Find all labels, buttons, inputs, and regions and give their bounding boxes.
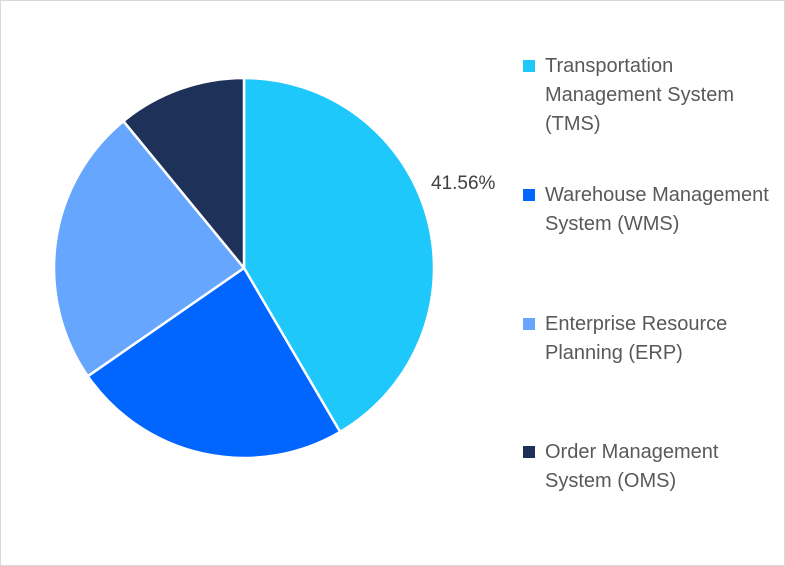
pie-slices: [52, 76, 436, 460]
legend-swatch-oms: [523, 446, 535, 458]
pie-slice-erp: [52, 119, 246, 378]
legend-label-tms: Transportation Management System (TMS): [545, 55, 734, 135]
legend-item-erp: Enterprise Resource Planning (ERP): [523, 310, 770, 368]
legend-item-wms: Warehouse Management System (WMS): [523, 181, 770, 239]
pie-slice-tms: [242, 76, 436, 434]
legend-swatch-tms: [523, 60, 535, 72]
legend-label-erp: Enterprise Resource Planning (ERP): [545, 313, 728, 364]
pie-slice-wms: [86, 266, 342, 460]
legend-item-oms: Order Management System (OMS): [523, 438, 770, 496]
legend-label-wms: Warehouse Management System (WMS): [545, 184, 769, 235]
tms-data-label: 41.56%: [431, 173, 496, 194]
legend-swatch-wms: [523, 189, 535, 201]
legend-swatch-erp: [523, 318, 535, 330]
legend-item-tms: Transportation Management System (TMS): [523, 52, 770, 139]
legend-label-oms: Order Management System (OMS): [545, 441, 719, 492]
pie-slice-oms: [122, 76, 246, 270]
